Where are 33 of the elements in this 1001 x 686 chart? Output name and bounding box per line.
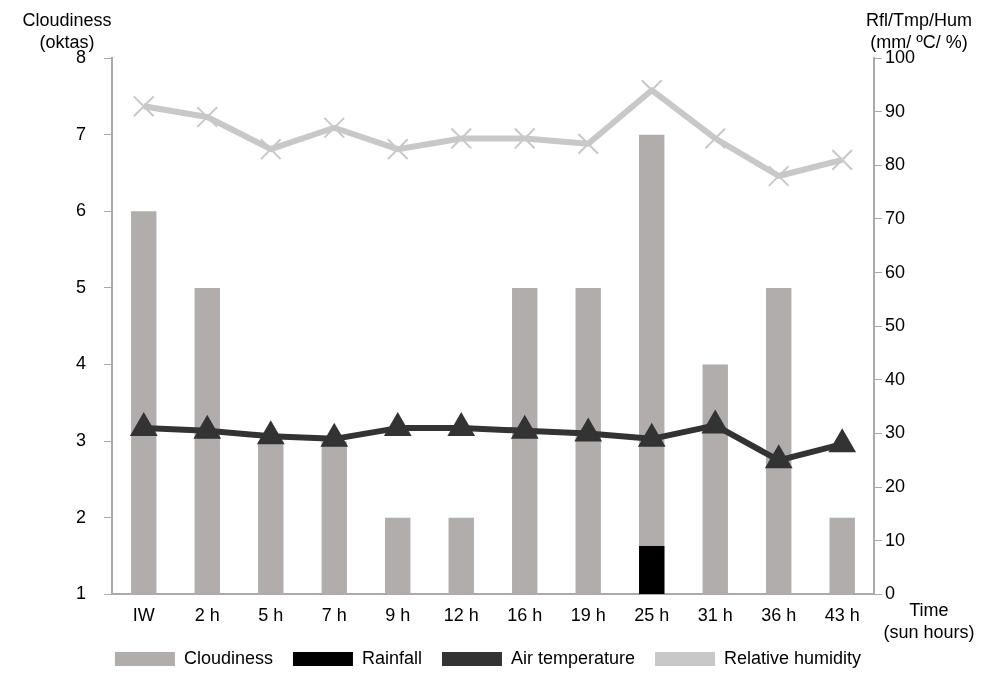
- y-tick-label: 4: [76, 353, 87, 374]
- y-tick-label: 3: [76, 430, 87, 451]
- x-tick-label: 16 h: [507, 605, 543, 626]
- y2-tick-label: 70: [884, 207, 905, 228]
- x-tick-label: 2 h: [194, 605, 220, 626]
- legend-label: Relative humidity: [724, 647, 862, 668]
- y-tick-label: 2: [76, 506, 87, 527]
- x-tick-label: 36 h: [761, 605, 797, 626]
- legend-label: Cloudiness: [183, 647, 273, 668]
- x-tick-label: 31 h: [697, 605, 733, 626]
- y2-tick-label: 20: [884, 476, 905, 497]
- legend-label: Rainfall: [361, 647, 422, 668]
- x-tick-label: 43 h: [824, 605, 860, 626]
- x-tick-label: 5 h: [258, 605, 284, 626]
- y-tick-label: 1: [76, 583, 87, 604]
- y2-tick-label: 80: [884, 154, 905, 175]
- x-tick-label: 7 h: [321, 605, 347, 626]
- legend-label: Air temperature: [510, 647, 636, 668]
- x-tick-label: IW: [132, 605, 155, 626]
- x-tick-label: 25 h: [634, 605, 670, 626]
- y-tick-label: 5: [76, 276, 87, 297]
- y2-tick-label: 30: [884, 422, 905, 443]
- x-tick-label: 9 h: [385, 605, 411, 626]
- y2-tick-label: 10: [884, 529, 905, 550]
- y2-tick-label: 40: [884, 368, 905, 389]
- y-axis-title: Cloudiness (oktas): [22, 9, 112, 52]
- x-tick-label: 19 h: [570, 605, 606, 626]
- y-tick-label: 6: [76, 200, 87, 221]
- y-tick-label: 7: [76, 123, 87, 144]
- y2-tick-label: 50: [884, 315, 905, 336]
- y2-tick-label: 60: [884, 261, 905, 282]
- y2-tick-label: 90: [884, 100, 905, 121]
- x-tick-label: 12 h: [443, 605, 479, 626]
